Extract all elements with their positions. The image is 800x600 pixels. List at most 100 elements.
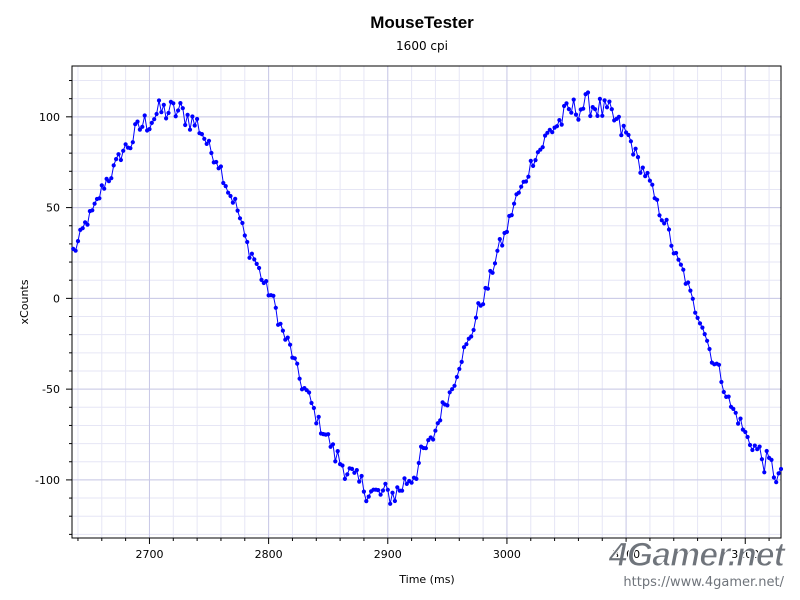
data-point xyxy=(657,213,662,218)
data-point xyxy=(619,133,624,138)
data-point xyxy=(647,178,653,183)
data-point xyxy=(118,157,123,163)
data-point xyxy=(676,257,681,262)
data-point xyxy=(597,96,603,101)
data-point xyxy=(102,186,107,191)
data-point xyxy=(237,216,243,221)
data-point xyxy=(114,157,119,162)
x-tick-label: 3000 xyxy=(493,548,521,561)
watermark-logo: 4Gamer.net xyxy=(608,536,787,574)
data-point xyxy=(423,446,428,451)
data-point xyxy=(257,265,262,271)
data-point xyxy=(533,158,538,163)
data-point xyxy=(307,390,312,395)
data-point xyxy=(385,487,390,492)
data-point xyxy=(202,136,207,141)
data-point xyxy=(762,470,767,475)
data-point xyxy=(73,248,78,253)
data-point xyxy=(500,243,505,248)
data-point xyxy=(228,193,233,199)
data-point xyxy=(616,114,622,119)
data-point xyxy=(666,227,672,232)
series-xcounts xyxy=(71,90,784,506)
data-point xyxy=(757,444,762,449)
data-point xyxy=(342,476,347,481)
watermark: 4Gamer.net https://www.4gamer.net/ xyxy=(562,532,792,592)
data-point xyxy=(349,466,355,471)
data-point xyxy=(688,288,693,293)
data-point xyxy=(111,163,116,168)
data-point xyxy=(361,489,366,494)
data-point xyxy=(271,293,276,298)
data-point xyxy=(359,473,364,479)
data-point xyxy=(395,485,400,490)
data-point xyxy=(390,490,395,495)
data-point xyxy=(659,218,664,223)
data-point xyxy=(645,170,650,176)
y-tick-label: -50 xyxy=(42,383,60,396)
data-point xyxy=(166,110,171,116)
data-point xyxy=(716,362,722,367)
x-tick-label: 3100 xyxy=(612,548,640,561)
data-point xyxy=(545,130,550,135)
data-point xyxy=(330,442,336,447)
data-point xyxy=(235,208,240,213)
data-point xyxy=(633,146,638,151)
data-point xyxy=(297,376,302,381)
data-point xyxy=(288,342,293,347)
data-point xyxy=(733,410,738,415)
data-point xyxy=(392,498,397,504)
data-point xyxy=(295,361,300,366)
data-point xyxy=(233,196,238,201)
data-point xyxy=(183,122,188,128)
data-point xyxy=(705,338,710,343)
data-point xyxy=(433,428,438,433)
data-point xyxy=(471,327,476,333)
data-point xyxy=(452,383,457,388)
data-point xyxy=(230,200,235,205)
data-point xyxy=(719,379,724,385)
data-point xyxy=(681,267,686,272)
data-point xyxy=(595,113,600,118)
watermark-url: https://www.4gamer.net/ xyxy=(623,575,784,590)
data-point xyxy=(604,105,610,110)
data-point xyxy=(214,159,219,165)
chart-title: MouseTester xyxy=(370,13,474,32)
data-point xyxy=(128,146,133,151)
data-point xyxy=(581,106,586,111)
data-point xyxy=(461,345,467,350)
data-point xyxy=(247,255,252,260)
data-point xyxy=(669,243,674,248)
data-point xyxy=(528,158,533,163)
data-point xyxy=(697,321,703,326)
data-point xyxy=(352,470,357,475)
data-point xyxy=(523,179,529,184)
data-point xyxy=(643,174,648,179)
y-tick-label: -100 xyxy=(35,474,60,487)
data-point xyxy=(543,133,548,138)
data-point xyxy=(564,101,569,106)
data-point xyxy=(736,421,741,426)
data-point xyxy=(650,182,655,187)
y-tick-label: 50 xyxy=(46,202,60,215)
data-point xyxy=(438,418,443,423)
data-point xyxy=(695,315,700,320)
data-point xyxy=(404,481,409,486)
data-point xyxy=(707,346,712,352)
data-point xyxy=(123,142,128,147)
data-point xyxy=(459,359,464,364)
x-tick-label: 3200 xyxy=(731,548,759,561)
data-point xyxy=(747,442,753,448)
data-point xyxy=(686,280,691,285)
x-tick-label: 2700 xyxy=(135,548,163,561)
major-grid xyxy=(72,66,781,538)
data-point xyxy=(585,90,591,95)
x-axis-label: Time (ms) xyxy=(398,573,454,586)
data-point xyxy=(674,250,679,256)
data-point xyxy=(457,366,462,372)
data-point xyxy=(400,488,405,493)
data-point xyxy=(92,201,97,206)
data-point xyxy=(185,112,190,117)
y-tick-label: 100 xyxy=(39,111,60,124)
data-point xyxy=(192,123,197,128)
